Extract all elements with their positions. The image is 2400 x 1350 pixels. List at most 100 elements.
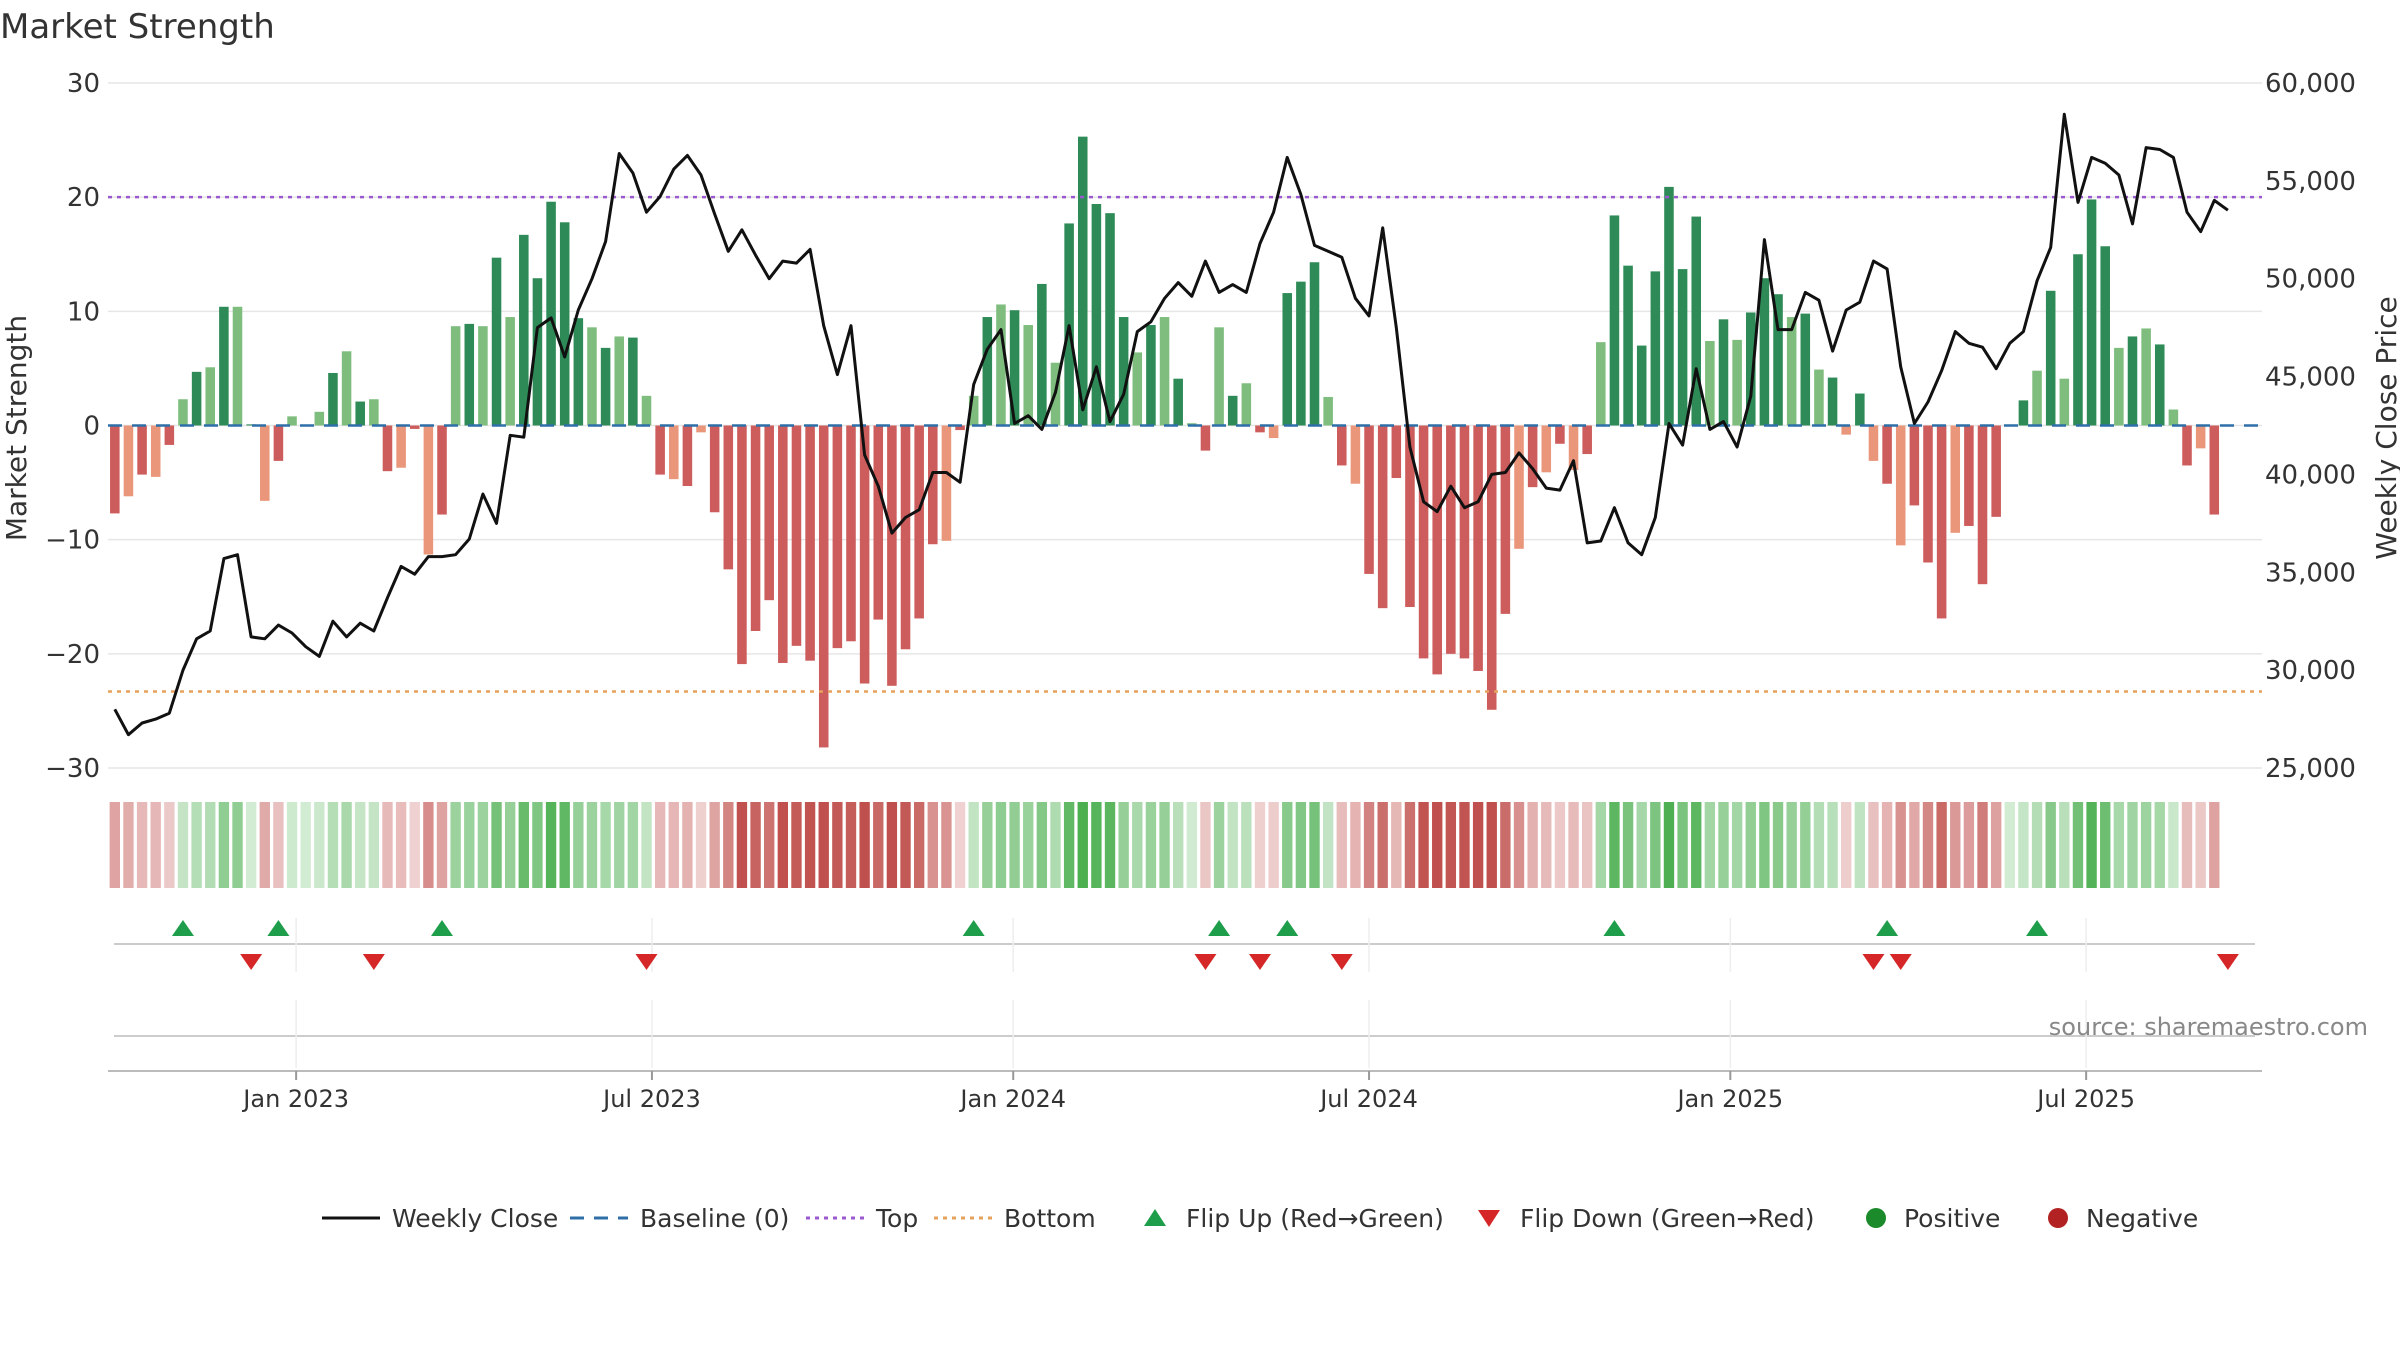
strength-cell — [1445, 802, 1457, 888]
strength-cell — [136, 802, 148, 888]
strength-cell — [804, 802, 816, 888]
legend-item: Weekly Close — [322, 1204, 558, 1233]
reference-lines — [108, 195, 2262, 693]
strength-bar — [178, 399, 188, 426]
strength-cell — [2127, 802, 2138, 888]
strength-cell — [818, 802, 829, 888]
strength-bar — [1077, 136, 1088, 426]
left-tick-label: −20 — [45, 640, 100, 670]
strength-bar — [778, 425, 788, 663]
legend-item: Bottom — [934, 1204, 1096, 1233]
strength-bar — [928, 425, 938, 545]
strength-cell — [1595, 802, 1606, 888]
strength-bar — [1364, 425, 1374, 574]
strength-cell — [1145, 802, 1157, 888]
strength-cell — [1813, 802, 1825, 888]
strength-cell — [150, 802, 161, 888]
flip-up-marker — [1276, 920, 1299, 936]
strength-bar — [2032, 370, 2042, 426]
strength-bar — [955, 425, 965, 431]
strength-cell — [1132, 802, 1143, 888]
strength-bar — [2100, 246, 2110, 426]
strength-cell — [1159, 802, 1170, 888]
flip-down-marker — [635, 954, 658, 970]
chart-legend: Weekly Close Baseline (0) Top Bottom Flip Up… — [322, 1204, 2198, 1233]
strength-bar — [1609, 215, 1620, 426]
strength-bar — [2209, 425, 2220, 515]
left-tick-label: −30 — [45, 754, 100, 784]
strength-bar — [1432, 425, 1442, 675]
strength-cell — [968, 802, 979, 888]
strength-bar — [1596, 342, 1606, 426]
strength-cell — [1677, 802, 1688, 888]
strength-bar — [791, 425, 802, 646]
strength-bar — [1964, 425, 1974, 526]
strength-bar — [1486, 425, 1497, 710]
strength-cell — [1173, 802, 1184, 888]
strength-cell — [1282, 802, 1293, 888]
flip-markers-panel — [114, 918, 2255, 972]
strength-bar — [1759, 278, 1770, 426]
strength-bar — [1895, 425, 1906, 546]
strength-bar — [1473, 425, 1483, 671]
strength-cell — [1432, 802, 1443, 888]
strength-bar — [2073, 254, 2083, 426]
strength-bar — [859, 425, 870, 684]
strength-cell — [1854, 802, 1866, 888]
right-tick-label: 50,000 — [2265, 265, 2356, 295]
strength-bar — [1296, 281, 1306, 426]
strength-cell — [1772, 802, 1784, 888]
legend-label: Bottom — [1004, 1204, 1096, 1233]
strength-cell — [600, 802, 611, 888]
strength-cell — [259, 802, 270, 888]
strength-cell — [409, 802, 420, 888]
strength-bar — [1636, 345, 1647, 426]
strength-bar — [737, 425, 747, 665]
strength-cell — [764, 802, 775, 888]
strength-bar — [2114, 347, 2124, 426]
price-line-group — [113, 112, 2229, 737]
strength-bar — [341, 351, 352, 426]
strength-cell — [382, 802, 393, 888]
strength-bar — [2141, 328, 2151, 426]
strength-cell — [1881, 802, 1893, 888]
strength-bar — [191, 371, 202, 426]
strength-bar — [1923, 425, 1933, 563]
strength-cell — [491, 802, 502, 888]
strength-bar — [123, 425, 134, 497]
strength-bar — [110, 425, 120, 514]
strength-cell — [1527, 802, 1538, 888]
strength-bar — [1227, 395, 1238, 426]
strength-cell — [1268, 802, 1279, 888]
legend-label: Top — [875, 1204, 918, 1233]
strength-bar — [1418, 425, 1429, 659]
strength-bar — [2182, 425, 2192, 466]
strength-bar — [723, 425, 734, 570]
strength-bar — [1718, 319, 1729, 426]
strength-cell — [1990, 802, 2002, 888]
strength-cell — [2195, 802, 2206, 888]
strength-bar — [1337, 425, 1347, 466]
strength-cell — [1581, 802, 1593, 888]
flip-down-marker — [240, 954, 263, 970]
legend-item: Top — [806, 1204, 918, 1233]
strength-bar — [1855, 393, 1865, 426]
strength-bar — [2127, 336, 2138, 426]
strength-bar — [1950, 425, 1961, 533]
strength-cell — [286, 802, 298, 888]
left-tick-label: 10 — [67, 297, 100, 327]
flip-up-marker — [1208, 920, 1231, 936]
strength-bar — [1868, 425, 1879, 461]
strength-cell — [341, 802, 352, 888]
strength-cell — [1513, 802, 1525, 888]
strength-cell — [723, 802, 734, 888]
strength-cell — [1309, 802, 1320, 888]
strength-bar — [559, 222, 570, 426]
legend-label: Flip Down (Green→Red) — [1520, 1204, 1815, 1233]
strength-cell — [2168, 802, 2179, 888]
strength-bar — [260, 425, 270, 501]
strength-bar — [1009, 310, 1020, 426]
right-tick-label: 35,000 — [2265, 558, 2356, 588]
strength-cell — [900, 802, 911, 888]
strength-bar — [1623, 265, 1633, 426]
